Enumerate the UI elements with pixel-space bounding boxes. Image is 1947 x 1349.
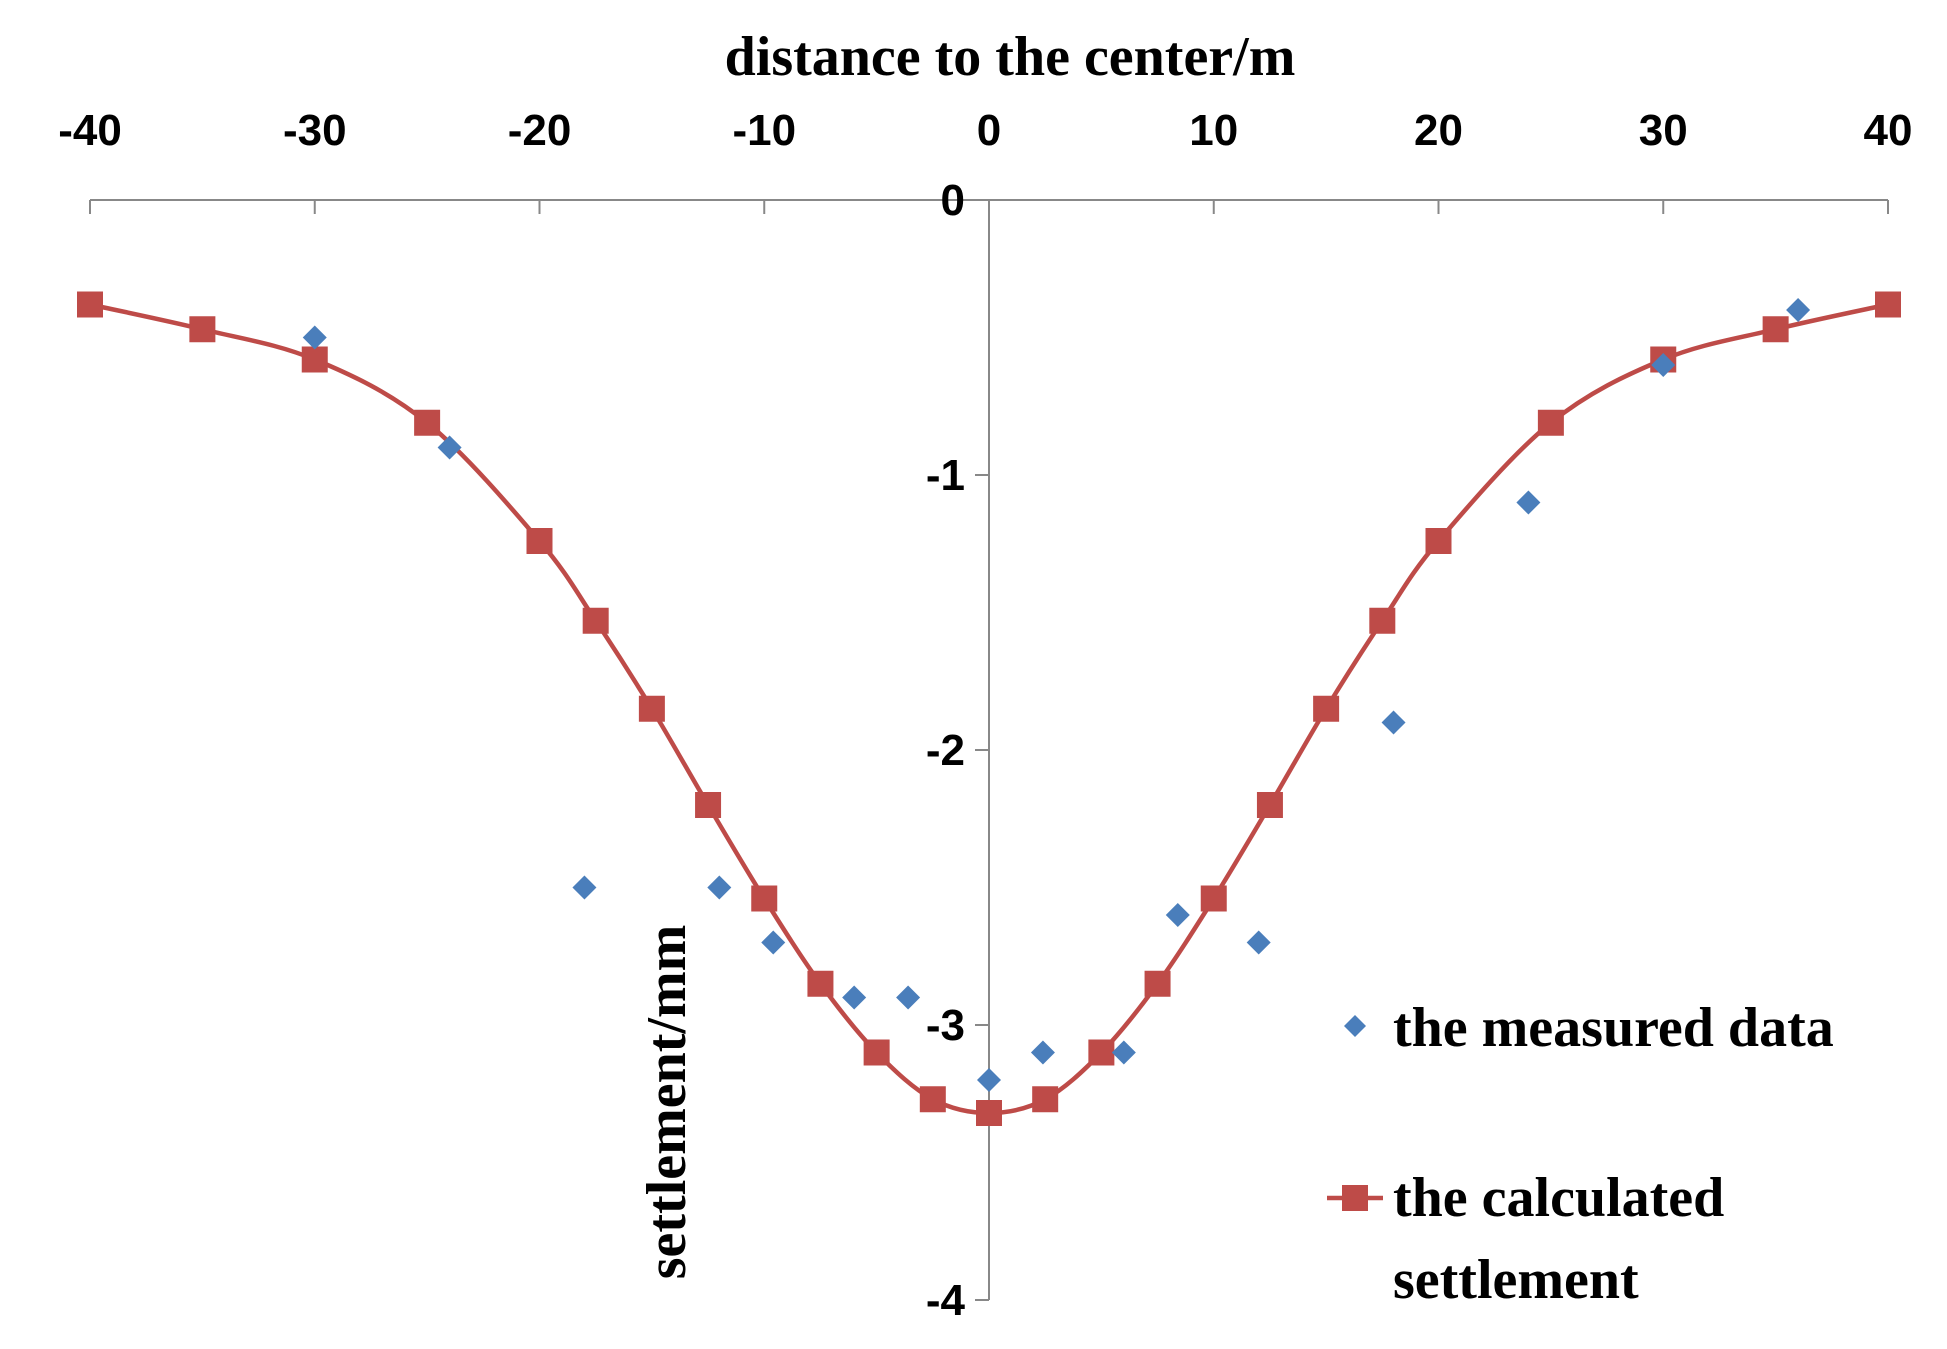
axes: -40 -30 -20 -10 0 10 20 30 40 0 -1 -2 -3 -4 xyxy=(58,106,1912,1325)
calculated-point xyxy=(414,409,441,436)
x-tick-label: 0 xyxy=(977,106,1001,155)
measured-point xyxy=(707,875,732,900)
calculated-point xyxy=(1032,1086,1059,1113)
measured-point xyxy=(842,985,867,1010)
legend-calculated-marker xyxy=(1342,1185,1368,1211)
y-tick-label: 0 xyxy=(941,176,965,225)
calculated-point xyxy=(1200,885,1227,912)
y-tick-label: -3 xyxy=(926,1001,965,1050)
calculated-point xyxy=(301,346,328,373)
calculated-point xyxy=(1256,792,1283,818)
measured-point xyxy=(1165,903,1190,927)
calculated-point xyxy=(526,528,553,554)
legend-calculated-label-line2: settlement xyxy=(1393,1249,1639,1311)
x-tick-label: -10 xyxy=(732,106,796,155)
calculated-point xyxy=(638,695,665,722)
y-ticks: 0 -1 -2 -3 -4 xyxy=(926,176,989,1325)
x-tick-label: 40 xyxy=(1864,106,1913,155)
legend-calculated-label-line1: the calculated xyxy=(1393,1167,1724,1229)
calculated-point xyxy=(1088,1039,1115,1066)
measured-point xyxy=(1030,1040,1055,1065)
measured-point xyxy=(572,875,597,900)
calculated-point xyxy=(976,1100,1002,1126)
measured-point xyxy=(896,985,921,1010)
calculated-point xyxy=(1537,409,1564,436)
calculated-point xyxy=(1425,528,1452,554)
calculated-point xyxy=(1369,607,1396,634)
calculated-point xyxy=(77,291,103,318)
x-ticks: -40 -30 -20 -10 0 10 20 30 40 xyxy=(58,106,1912,214)
measured-point xyxy=(1651,353,1676,377)
measured-point xyxy=(1381,710,1406,735)
calculated-point xyxy=(863,1039,890,1066)
calculated-point xyxy=(1313,695,1340,722)
x-tick-label: 30 xyxy=(1639,106,1688,155)
calculated-point xyxy=(1875,291,1901,318)
calculated-point xyxy=(1762,316,1789,343)
measured-point xyxy=(437,435,462,460)
y-tick-label: -4 xyxy=(926,1276,966,1325)
measured-point xyxy=(302,325,327,350)
x-tick-label: -20 xyxy=(508,106,572,155)
calculated-point xyxy=(695,792,722,818)
y-axis-title: settlement/mm xyxy=(636,925,698,1280)
y-tick-label: -1 xyxy=(926,451,965,500)
measured-point xyxy=(977,1068,1001,1092)
x-tick-label: -40 xyxy=(58,106,122,155)
measured-point xyxy=(1516,490,1541,515)
y-tick-label: -2 xyxy=(926,726,965,775)
calculated-point xyxy=(919,1086,946,1113)
measured-point xyxy=(761,930,786,955)
calculated-point xyxy=(807,970,834,997)
calculated-point xyxy=(751,885,778,912)
measured-point xyxy=(1111,1040,1136,1065)
calculated-point xyxy=(1144,970,1171,997)
calculated-point xyxy=(582,607,609,634)
x-tick-label: 10 xyxy=(1189,106,1238,155)
x-axis-title: distance to the center/m xyxy=(725,26,1296,88)
x-tick-label: 20 xyxy=(1414,106,1463,155)
calculated-settlement-markers xyxy=(77,291,1901,1126)
calculated-point xyxy=(189,316,216,343)
measured-data-markers xyxy=(302,298,1811,1092)
legend: the measured data the calculated settlem… xyxy=(1327,997,1834,1311)
x-tick-label: -30 xyxy=(283,106,347,155)
measured-point xyxy=(1786,298,1811,322)
legend-measured-marker xyxy=(1344,1015,1366,1037)
legend-measured-label: the measured data xyxy=(1393,997,1834,1059)
measured-point xyxy=(1246,930,1271,955)
